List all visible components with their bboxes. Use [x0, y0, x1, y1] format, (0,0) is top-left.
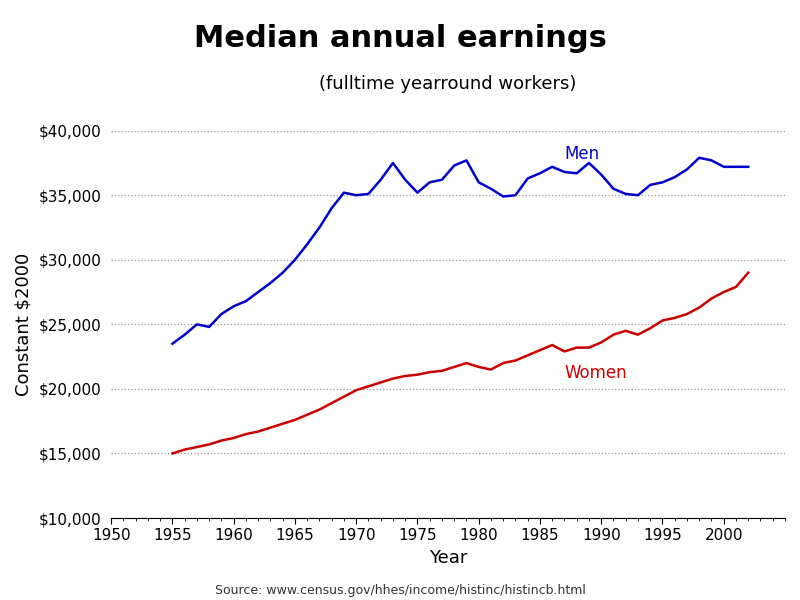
Text: Women: Women — [565, 364, 627, 382]
Text: Source: www.census.gov/hhes/income/histinc/histincb.html: Source: www.census.gov/hhes/income/histi… — [214, 584, 586, 597]
Text: Median annual earnings: Median annual earnings — [194, 24, 606, 53]
Text: Men: Men — [565, 145, 599, 163]
X-axis label: Year: Year — [429, 549, 467, 567]
Y-axis label: Constant $2000: Constant $2000 — [15, 253, 33, 396]
Title: (fulltime yearround workers): (fulltime yearround workers) — [319, 75, 577, 93]
